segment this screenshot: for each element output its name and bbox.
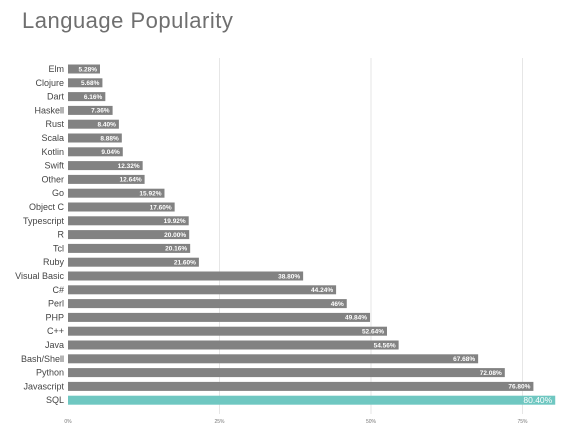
category-label: SQL xyxy=(46,395,64,405)
value-label: 12.32% xyxy=(118,163,140,170)
value-label: 7.36% xyxy=(91,108,110,115)
category-label: R xyxy=(58,230,65,240)
value-label: 5.68% xyxy=(81,80,100,87)
value-label: 8.40% xyxy=(97,122,116,129)
category-label: Elm xyxy=(49,64,65,74)
x-axis-ticks: 0% 25% 50% 75% xyxy=(64,419,528,425)
bar xyxy=(68,202,175,212)
value-label: 49.84% xyxy=(345,315,367,322)
bar xyxy=(68,354,479,364)
value-label: 54.56% xyxy=(374,342,396,349)
bar xyxy=(68,395,556,405)
value-label: 21.60% xyxy=(174,260,196,267)
value-label: 44.24% xyxy=(311,287,333,294)
value-label: 72.08% xyxy=(480,370,502,377)
category-label: Bash/Shell xyxy=(21,354,64,364)
bar xyxy=(68,161,143,171)
x-tick-label: 75% xyxy=(517,419,528,425)
bar xyxy=(68,119,119,129)
value-label: 46% xyxy=(331,301,344,308)
category-label: Perl xyxy=(48,299,64,309)
value-label: 6.16% xyxy=(84,94,103,101)
bar xyxy=(68,271,304,281)
category-label: PHP xyxy=(45,312,64,322)
bar xyxy=(68,188,165,198)
category-label: Ruby xyxy=(43,257,65,267)
chart-title: Language Popularity xyxy=(22,8,234,33)
value-label: 5.28% xyxy=(79,66,98,73)
bars xyxy=(68,64,556,405)
category-label: Other xyxy=(41,174,64,184)
bar xyxy=(68,381,534,391)
category-label: Typescript xyxy=(23,216,65,226)
value-label: 9.04% xyxy=(101,149,120,156)
category-label: Go xyxy=(52,188,64,198)
bar xyxy=(68,174,145,184)
category-label: Rust xyxy=(45,119,64,129)
category-label: Visual Basic xyxy=(15,271,64,281)
category-label: Scala xyxy=(41,133,64,143)
bar xyxy=(68,133,122,143)
category-label: C# xyxy=(52,285,64,295)
bar xyxy=(68,326,387,336)
category-label: C++ xyxy=(47,326,64,336)
value-label: 76.80% xyxy=(508,384,530,391)
bar xyxy=(68,105,113,115)
bar xyxy=(68,64,100,74)
bar xyxy=(68,285,337,295)
value-label: 15.92% xyxy=(139,191,161,198)
value-labels: 5.28% 5.68% 6.16% 7.36% 8.40% 8.88% 9.04% 12.32… xyxy=(79,66,553,405)
x-tick-label: 0% xyxy=(64,419,72,425)
category-label: Java xyxy=(45,340,64,350)
value-label: 20.16% xyxy=(165,246,187,253)
bar xyxy=(68,340,399,350)
category-label: Object C xyxy=(29,202,65,212)
x-tick-label: 50% xyxy=(366,419,377,425)
value-label: 17.60% xyxy=(150,204,172,211)
bar xyxy=(68,368,505,378)
value-label: 67.68% xyxy=(453,356,475,363)
bar xyxy=(68,312,371,322)
bar xyxy=(68,299,347,309)
value-label: 80.40% xyxy=(523,395,552,405)
category-label: Dart xyxy=(47,92,65,102)
bar xyxy=(68,78,103,88)
value-label: 20.00% xyxy=(164,232,186,239)
category-label: Haskell xyxy=(34,105,64,115)
bar xyxy=(68,92,106,102)
category-label: Tcl xyxy=(53,243,64,253)
category-label: Swift xyxy=(44,161,64,171)
value-label: 38.80% xyxy=(278,273,300,280)
category-label: Python xyxy=(36,368,64,378)
category-label: Javascript xyxy=(23,381,64,391)
value-label: 8.88% xyxy=(100,135,119,142)
category-label: Kotlin xyxy=(41,147,64,157)
bar xyxy=(68,230,190,240)
x-tick-label: 25% xyxy=(214,419,225,425)
bar xyxy=(68,147,123,157)
value-label: 19.92% xyxy=(164,218,186,225)
value-label: 52.64% xyxy=(362,329,384,336)
value-label: 12.64% xyxy=(120,177,142,184)
bar xyxy=(68,257,199,267)
category-label: Clojure xyxy=(35,78,64,88)
bar xyxy=(68,243,191,253)
category-labels: Elm Clojure Dart Haskell Rust Scala Kotlin Swif… xyxy=(15,64,64,405)
bar xyxy=(68,216,189,226)
